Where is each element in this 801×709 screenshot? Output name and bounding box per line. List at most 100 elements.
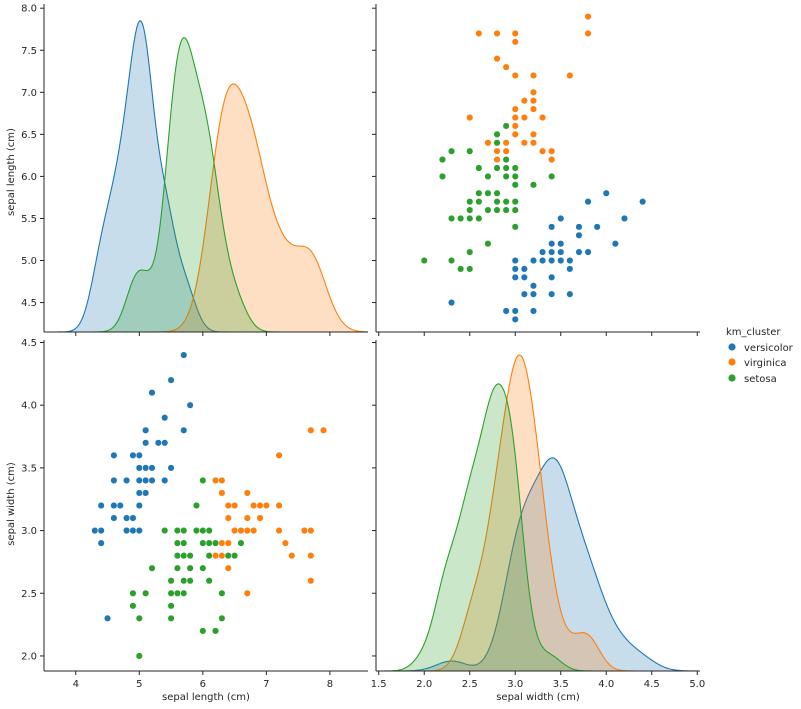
width-vs-length-point-virginica	[218, 489, 226, 497]
length-vs-width-point-versicolor	[520, 290, 528, 298]
length-vs-width-point-setosa	[466, 198, 474, 206]
length-vs-width-point-versicolor	[548, 223, 556, 231]
length-vs-width-point-setosa	[502, 164, 510, 172]
length-vs-width-point-versicolor	[593, 223, 601, 231]
length-vs-width-point-virginica	[539, 147, 547, 155]
width-vs-length-point-setosa	[237, 539, 245, 547]
width-vs-length-point-versicolor	[180, 426, 188, 434]
width-diag-kde-line-versicolor	[376, 457, 700, 672]
width-diag-kde-fill-setosa	[376, 383, 700, 671]
length-diag-kde-fill-versicolor	[44, 20, 368, 332]
width-vs-length-point-virginica	[307, 426, 315, 434]
width-diag-x-tick-label: 1.5	[371, 679, 387, 690]
length-vs-width-point-versicolor	[511, 273, 519, 281]
width-vs-length-point-setosa	[205, 539, 213, 547]
width-vs-length-point-versicolor	[97, 527, 105, 535]
length-vs-width-point-setosa	[484, 240, 492, 248]
legend-marker-virginica	[728, 358, 736, 366]
width-vs-length-point-virginica	[224, 539, 232, 547]
legend-marker-setosa	[728, 374, 736, 382]
length-vs-width-point-versicolor	[566, 256, 574, 265]
width-vs-length-point-versicolor	[135, 464, 143, 472]
length-vs-width-point-versicolor	[557, 248, 565, 256]
width-vs-length-point-setosa	[142, 589, 150, 597]
width-vs-length-point-versicolor	[129, 451, 137, 459]
width-vs-length-point-versicolor	[103, 614, 112, 622]
length-vs-width-point-versicolor	[548, 256, 556, 265]
length-vs-width-point-virginica	[511, 113, 519, 122]
width-vs-length-y-tick-label: 3.0	[21, 526, 37, 537]
length-vs-width-point-versicolor	[529, 307, 538, 315]
length-vs-width-point-versicolor	[602, 189, 610, 197]
width-vs-length-point-virginica	[211, 552, 220, 560]
length-vs-width-point-setosa	[466, 214, 474, 223]
width-vs-length-point-versicolor	[116, 501, 124, 510]
width-vs-length-point-versicolor	[97, 539, 105, 547]
legend-label-setosa: setosa	[744, 374, 777, 385]
width-vs-length-point-versicolor	[123, 527, 131, 535]
width-vs-length-point-virginica	[288, 552, 296, 560]
width-vs-length-point-virginica	[218, 476, 226, 484]
length-vs-width-point-setosa	[493, 206, 501, 214]
length-vs-width-point-virginica	[466, 113, 474, 122]
width-vs-length-point-virginica	[300, 527, 309, 535]
width-diag-x-tick-label: 5.0	[689, 679, 705, 690]
width-vs-length-point-versicolor	[110, 476, 118, 484]
width-vs-length-point-virginica	[243, 527, 251, 535]
length-vs-width-point-setosa	[484, 189, 492, 197]
length-vs-width-point-versicolor	[620, 214, 629, 223]
length-vs-width-point-setosa	[447, 147, 456, 155]
length-vs-width-point-setosa	[502, 122, 510, 130]
width-vs-length-point-setosa	[173, 552, 181, 560]
width-vs-length-point-virginica	[256, 501, 264, 510]
length-vs-width-point-setosa	[447, 214, 456, 223]
length-vs-width-point-setosa	[511, 206, 519, 214]
length-vs-width-point-versicolor	[566, 290, 574, 298]
length-vs-width-point-virginica	[511, 38, 519, 46]
width-diag-kde-fill-virginica	[376, 355, 700, 671]
length-vs-width-point-setosa	[475, 214, 483, 223]
length-vs-width-point-versicolor	[511, 315, 519, 323]
length-diag-y-tick-label: 5.5	[21, 214, 37, 225]
width-vs-length-point-versicolor	[135, 476, 143, 484]
length-vs-width-point-virginica	[529, 130, 538, 138]
width-vs-length-point-virginica	[224, 501, 232, 510]
width-vs-length-point-virginica	[231, 527, 239, 535]
length-vs-width-point-setosa	[502, 198, 510, 206]
length-vs-width-point-versicolor	[539, 256, 547, 265]
panel-sepal-length-kde: 4.5 5.0 5.5 6.0 6.5 7.0 7.5 8.0	[21, 4, 369, 336]
width-vs-length-point-versicolor	[97, 501, 105, 510]
width-vs-length-point-versicolor	[135, 489, 143, 497]
width-vs-length-point-setosa	[199, 564, 207, 572]
width-vs-length-point-setosa	[173, 589, 181, 597]
length-vs-width-point-versicolor	[548, 273, 556, 281]
panel-sepal-length-vs-width-scatter	[372, 4, 700, 336]
length-vs-width-point-versicolor	[575, 248, 583, 256]
width-vs-length-point-virginica	[250, 501, 258, 510]
width-vs-length-point-versicolor	[129, 527, 137, 535]
width-vs-length-point-setosa	[148, 564, 156, 572]
width-vs-length-point-virginica	[275, 527, 283, 535]
width-vs-length-point-versicolor	[142, 476, 150, 484]
width-diag-x-tick-label: 4.0	[598, 679, 614, 690]
length-vs-width-point-versicolor	[566, 265, 574, 273]
length-vs-width-point-virginica	[566, 71, 574, 80]
length-vs-width-point-virginica	[520, 139, 528, 147]
length-vs-width-point-virginica	[511, 122, 519, 130]
length-vs-width-point-versicolor	[557, 240, 565, 248]
length-diag-y-tick-label: 7.0	[21, 88, 37, 99]
length-vs-width-point-versicolor	[548, 240, 556, 248]
length-vs-width-point-setosa	[511, 172, 519, 180]
length-vs-width-point-setosa	[511, 198, 519, 206]
width-vs-length-point-setosa	[135, 614, 143, 622]
width-vs-length-point-virginica	[237, 527, 245, 535]
width-vs-length-point-virginica	[218, 552, 226, 560]
width-vs-length-point-virginica	[275, 501, 283, 510]
width-vs-length-x-tick-label: 7	[263, 679, 269, 690]
width-vs-length-point-setosa	[218, 614, 226, 622]
width-vs-length-point-setosa	[129, 602, 137, 610]
width-vs-length-point-versicolor	[180, 351, 188, 359]
width-vs-length-point-setosa	[192, 527, 201, 535]
length-vs-width-point-virginica	[493, 29, 501, 37]
length-vs-width-point-virginica	[511, 105, 519, 113]
